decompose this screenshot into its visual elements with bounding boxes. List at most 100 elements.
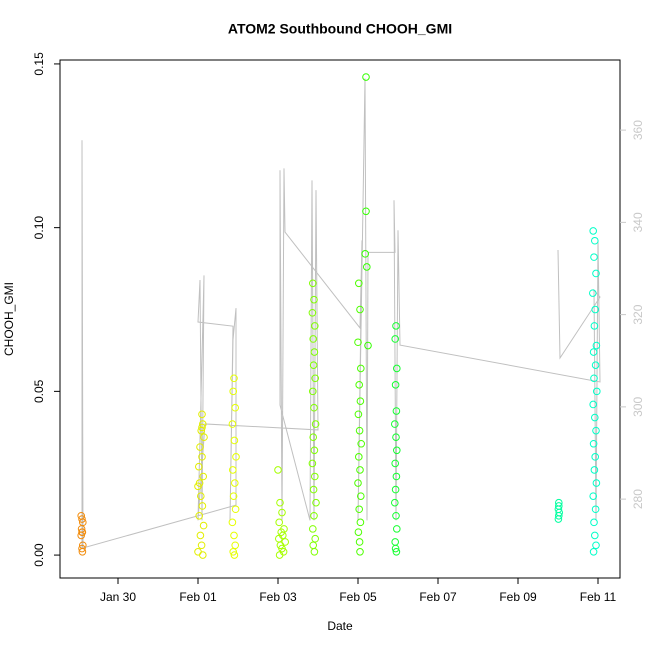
point — [278, 508, 286, 517]
x-tick-label: Feb 03 — [259, 590, 297, 604]
point — [355, 381, 364, 389]
point — [199, 472, 207, 481]
point — [592, 479, 601, 487]
point — [392, 433, 400, 442]
point — [199, 551, 207, 559]
y2-tick-label: 340 — [631, 212, 645, 232]
point — [309, 387, 317, 396]
y-tick-label: 0.10 — [32, 216, 46, 240]
point — [356, 548, 364, 556]
point — [198, 410, 206, 419]
point — [229, 548, 237, 556]
point — [229, 466, 237, 474]
point — [592, 426, 600, 435]
point — [555, 511, 563, 520]
point — [391, 485, 400, 494]
point — [309, 485, 318, 494]
point — [589, 348, 598, 356]
point — [230, 374, 238, 383]
point — [591, 305, 600, 314]
point — [554, 515, 563, 523]
point — [78, 548, 87, 556]
point — [230, 551, 239, 559]
point — [356, 397, 365, 405]
point — [198, 453, 206, 461]
point — [195, 479, 204, 487]
point — [199, 521, 208, 530]
point — [231, 403, 239, 412]
y-tick-label: 0.15 — [32, 52, 46, 76]
point — [311, 534, 320, 543]
point — [195, 462, 203, 471]
point — [196, 531, 205, 540]
point — [356, 466, 364, 474]
point — [589, 548, 598, 556]
point — [310, 446, 319, 455]
x-tick-label: Feb 09 — [499, 590, 537, 604]
point — [362, 207, 370, 216]
point — [592, 541, 600, 550]
point — [354, 410, 363, 419]
point — [310, 511, 318, 520]
point — [275, 551, 284, 559]
point — [198, 423, 206, 432]
point — [354, 479, 362, 487]
chart-title: ATOM2 Southbound CHOOH_GMI — [228, 21, 452, 37]
point — [356, 518, 365, 527]
point — [591, 236, 599, 245]
point — [591, 453, 600, 461]
point — [311, 420, 320, 428]
point — [354, 338, 362, 347]
point — [589, 289, 597, 297]
point — [274, 466, 282, 474]
point — [590, 518, 598, 527]
point — [364, 341, 372, 350]
y-axis-label: CHOOH_GMI — [2, 282, 16, 356]
x-axis-label: Date — [327, 619, 353, 633]
point — [195, 511, 203, 520]
point — [309, 433, 318, 442]
point — [357, 492, 365, 500]
point — [590, 322, 599, 330]
point — [355, 505, 364, 514]
point — [391, 498, 399, 507]
point — [393, 525, 401, 533]
point — [591, 361, 600, 369]
point — [275, 518, 284, 527]
point — [392, 322, 400, 330]
point — [591, 531, 599, 540]
x-tick-label: Jan 30 — [100, 590, 136, 604]
point — [355, 538, 364, 546]
point — [392, 407, 401, 415]
point — [77, 531, 85, 540]
point — [355, 426, 364, 435]
y2-tick-label: 320 — [631, 304, 645, 324]
point — [355, 453, 363, 461]
point — [196, 443, 204, 451]
point — [197, 541, 206, 550]
point — [311, 472, 319, 481]
point — [231, 479, 239, 487]
point — [229, 387, 237, 396]
point — [361, 250, 370, 258]
point — [591, 413, 599, 422]
point — [230, 436, 239, 445]
point — [310, 403, 318, 412]
point — [194, 548, 202, 556]
point — [310, 295, 318, 304]
point — [391, 335, 400, 343]
point — [197, 426, 205, 435]
x-tick-label: Feb 05 — [339, 590, 377, 604]
y2-tick-label: 300 — [631, 397, 645, 417]
point — [228, 518, 237, 527]
point — [309, 361, 318, 369]
point — [228, 420, 237, 428]
point — [391, 538, 400, 546]
point — [310, 348, 319, 356]
point — [592, 341, 601, 350]
point — [308, 308, 317, 317]
point — [276, 498, 284, 507]
point — [312, 498, 320, 507]
point — [591, 505, 600, 514]
